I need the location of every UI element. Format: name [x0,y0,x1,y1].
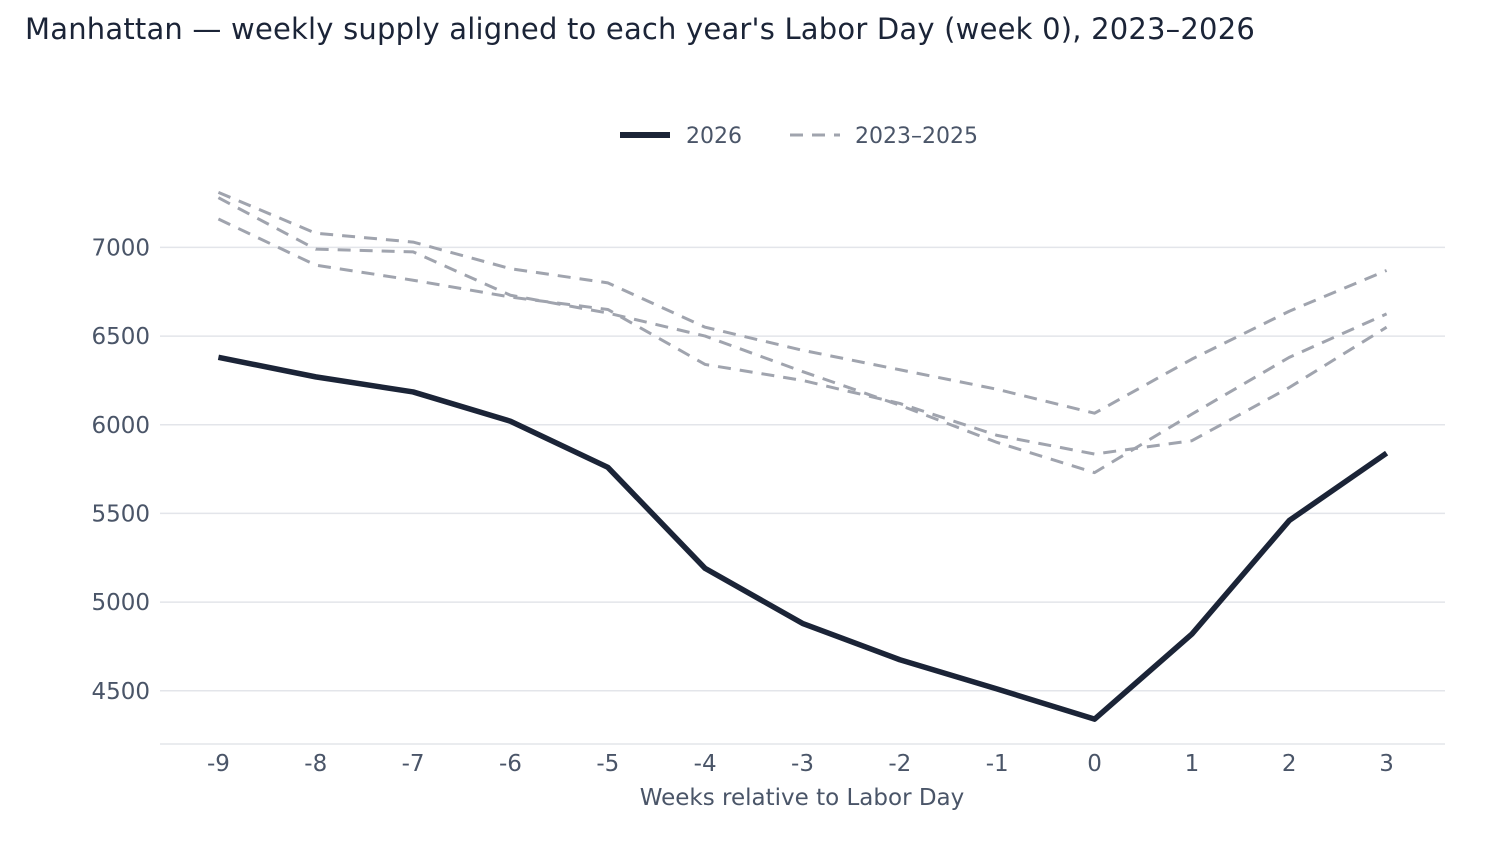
x-tick-label: -8 [304,751,327,777]
x-tick-label: 1 [1185,751,1200,777]
y-tick-label: 6000 [91,413,150,439]
x-tick-label: -4 [694,751,717,777]
chart-title: Manhattan — weekly supply aligned to eac… [25,12,1255,46]
x-tick-label: -9 [207,751,230,777]
x-tick-label: -3 [791,751,814,777]
y-tick-label: 4500 [91,679,150,705]
x-tick-label: 0 [1087,751,1102,777]
x-tick-label: -6 [499,751,522,777]
x-tick-label: -7 [402,751,425,777]
y-tick-label: 7000 [91,235,150,261]
x-tick-label: 2 [1282,751,1297,777]
y-tick-label: 5500 [91,501,150,527]
series-line-2026 [217,354,1389,722]
series-line-2023-2025 [217,196,1388,475]
x-tick-label: -2 [888,751,911,777]
legend-label-2023-2025: 2023–2025 [855,124,978,149]
x-tick-label: -5 [596,751,619,777]
y-tick-label: 5000 [91,590,150,616]
series-line-2023-2025 [217,191,1388,415]
x-axis-ticks: -9 -8 -7 -6 -5 -4 -3 -2 -1 0 1 2 3 [207,751,1394,777]
x-tick-label: 3 [1379,751,1394,777]
series-lines [217,191,1389,722]
y-tick-label: 6500 [91,324,150,350]
gridlines [160,246,1445,692]
series-line-2023-2025 [217,217,1388,456]
x-axis-label: Weeks relative to Labor Day [640,785,965,811]
y-axis-ticks: 4500 5000 5500 6000 6500 7000 [91,235,150,704]
x-tick-label: -1 [986,751,1009,777]
legend-label-2026: 2026 [686,124,742,149]
legend: 2026 2023–2025 [620,124,978,149]
